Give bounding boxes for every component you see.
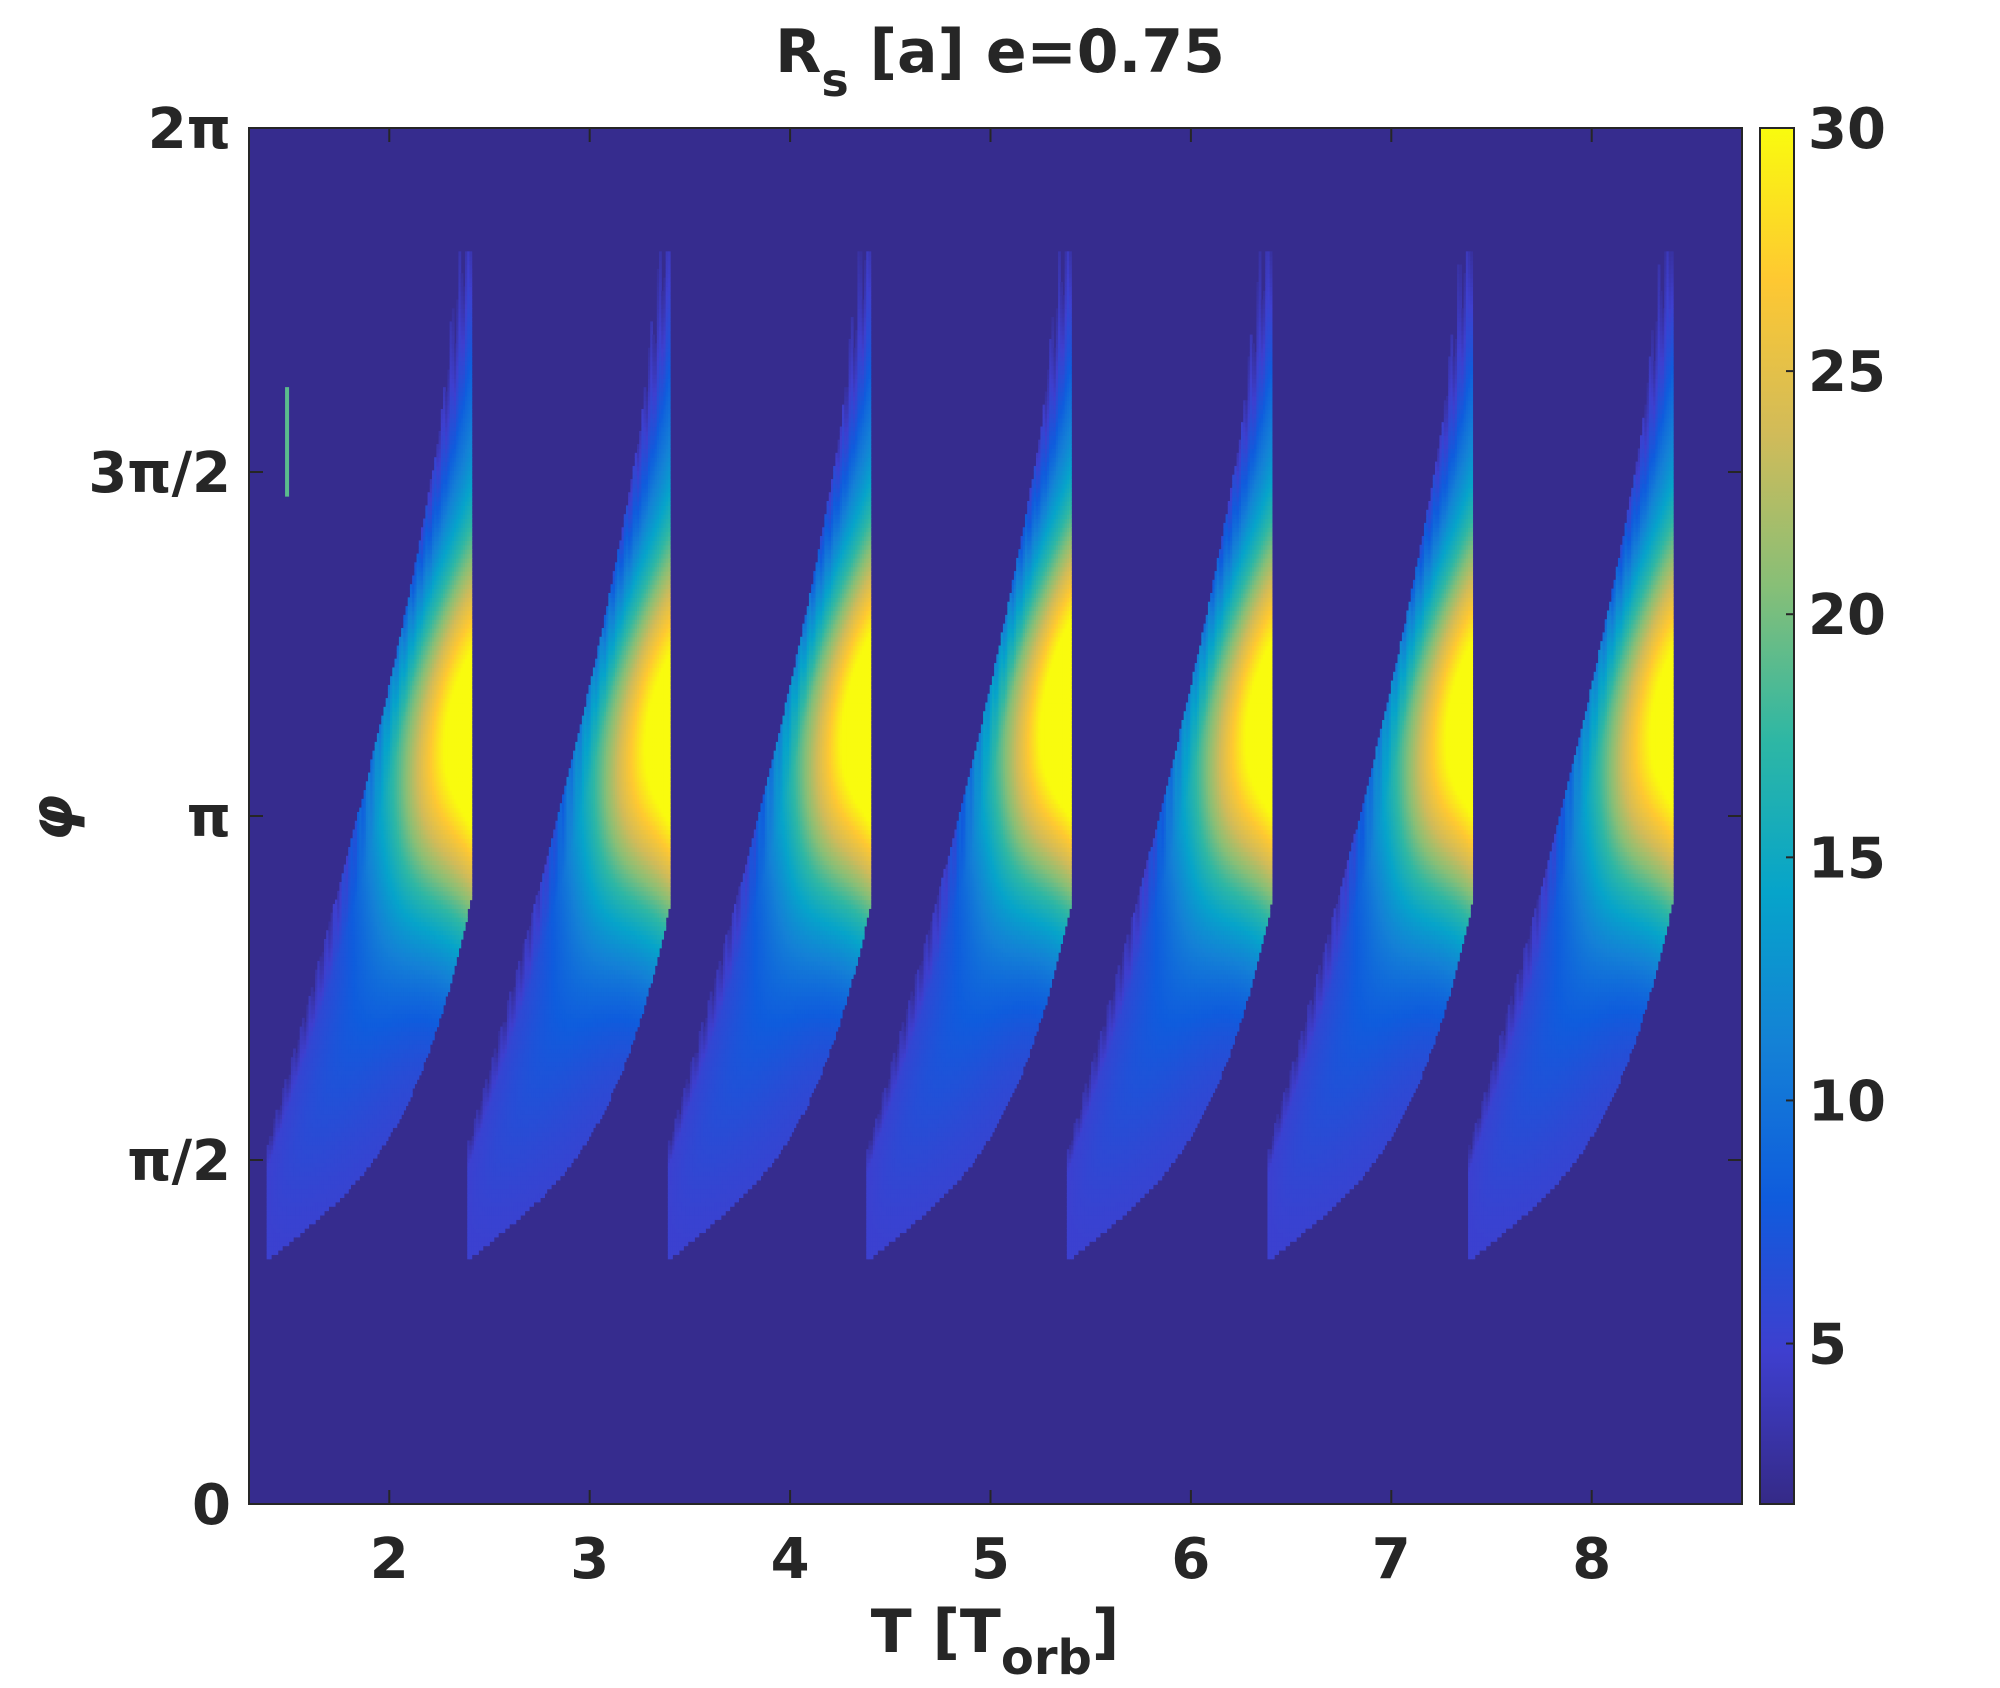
heatmap-cell	[326, 1206, 329, 1211]
heatmap-cell	[306, 1224, 309, 1229]
heatmap-cell	[322, 1211, 325, 1216]
title-subscript: s	[821, 53, 848, 107]
heatmap-cell	[357, 1176, 360, 1181]
heatmap-cell	[361, 1171, 364, 1176]
heatmap-cell	[353, 1180, 356, 1185]
heatmap-cell	[298, 1232, 301, 1237]
heatmap-cell	[364, 1167, 367, 1172]
heatmap-cell	[302, 1228, 305, 1233]
heatmap-cell	[293, 1048, 296, 1053]
heatmap-cell	[280, 1246, 283, 1251]
heatmap-cell	[317, 1215, 320, 1220]
heatmap-cell	[337, 1197, 340, 1202]
title-rest: [a] e=0.75	[849, 17, 1225, 87]
heatmap-cell	[348, 1184, 351, 1189]
heatmap-cell	[302, 1018, 305, 1023]
heatmap-cell	[368, 1162, 371, 1167]
heatmap-cell	[291, 1237, 294, 1242]
plot-area	[249, 128, 1742, 1504]
heatmap-cell	[333, 1202, 336, 1207]
heatmap-cell	[269, 1254, 272, 1259]
heatmap-cell	[313, 1219, 316, 1224]
title-main: R	[775, 17, 821, 87]
heatmap-cell	[275, 1250, 278, 1255]
heatmap-cell	[311, 987, 314, 992]
heatmap-cell	[346, 1189, 349, 1194]
heatmap-cell	[286, 1241, 289, 1246]
heatmap-cell	[342, 1193, 345, 1198]
chart-title: Rs [a] e=0.75	[775, 17, 1225, 107]
